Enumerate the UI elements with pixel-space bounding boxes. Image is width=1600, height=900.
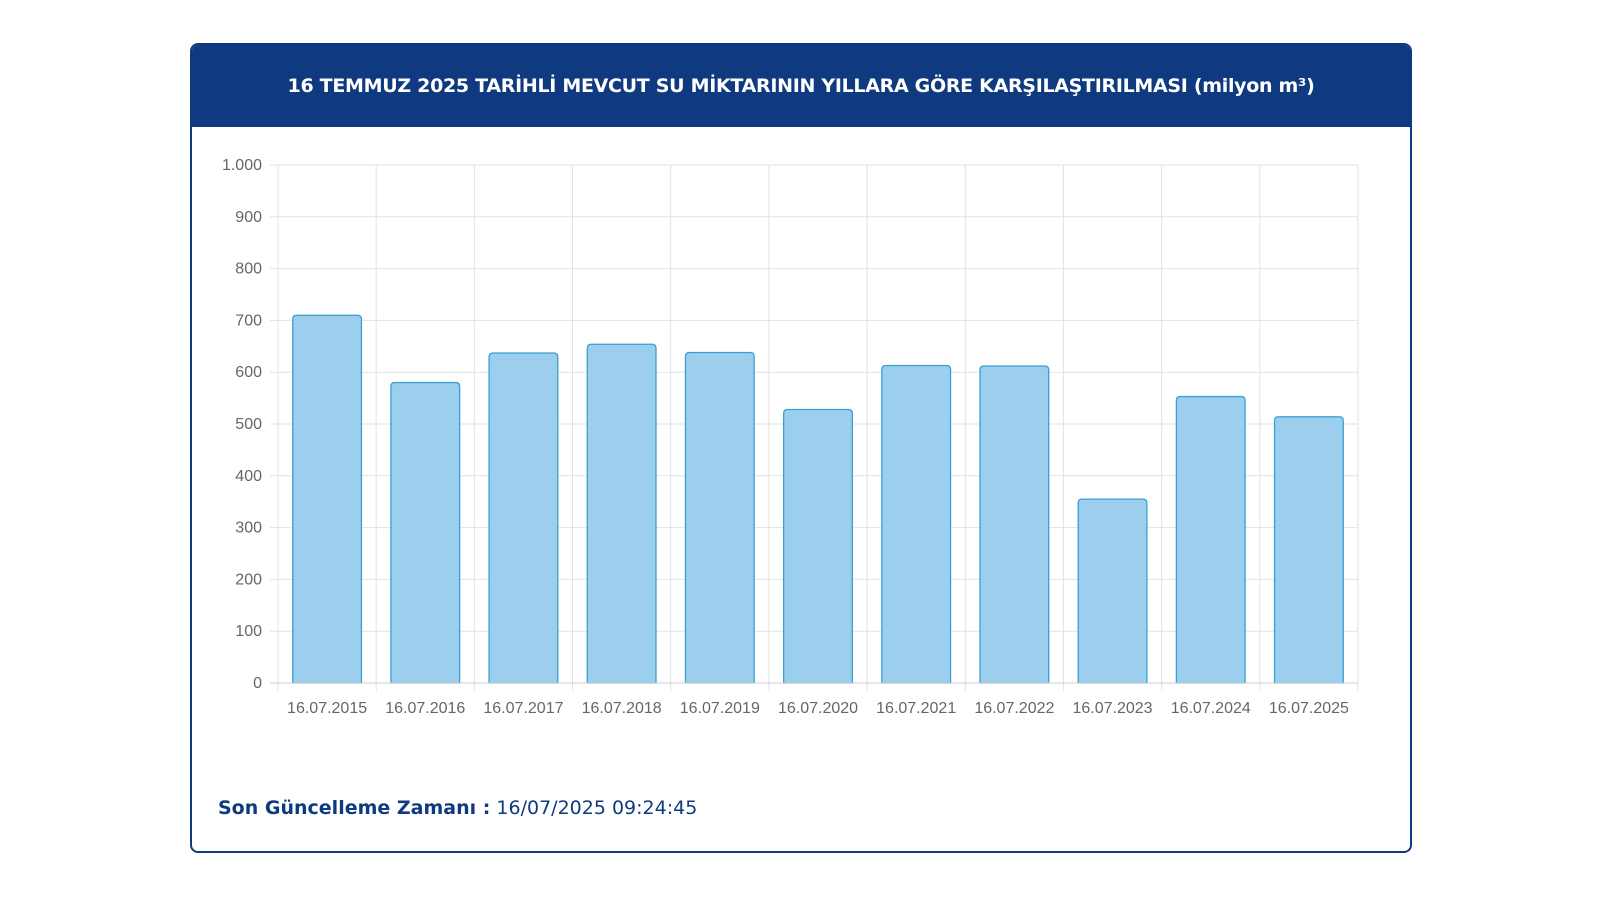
y-tick-label: 700 xyxy=(235,312,262,329)
y-tick-label: 800 xyxy=(235,261,262,278)
bar-16.07.2017 xyxy=(488,352,559,684)
y-tick-label: 300 xyxy=(235,520,262,537)
x-tick-label: 16.07.2024 xyxy=(1171,700,1251,717)
x-tick-label: 16.07.2015 xyxy=(287,700,367,717)
bar-16.07.2015 xyxy=(292,314,363,684)
x-tick-label: 16.07.2016 xyxy=(385,700,465,717)
y-tick-label: 1.000 xyxy=(222,157,262,174)
bar-16.07.2025 xyxy=(1273,416,1344,684)
x-tick-label: 16.07.2017 xyxy=(483,700,563,717)
y-tick-label: 900 xyxy=(235,209,262,226)
last-update-label: Son Güncelleme Zamanı : xyxy=(218,797,491,819)
x-tick-label: 16.07.2023 xyxy=(1073,700,1153,717)
chart-card: 16 TEMMUZ 2025 TARİHLİ MEVCUT SU MİKTARI… xyxy=(190,43,1412,853)
chart-area: 0 100 200 300 400 500 600 700 800 900 1.000 16.07.2… xyxy=(192,127,1410,767)
bar-16.07.2022 xyxy=(979,365,1050,684)
last-update: Son Güncelleme Zamanı : 16/07/2025 09:24… xyxy=(218,797,697,819)
x-tick-label: 16.07.2025 xyxy=(1269,700,1349,717)
chart-title: 16 TEMMUZ 2025 TARİHLİ MEVCUT SU MİKTARI… xyxy=(287,75,1315,97)
bar-16.07.2023 xyxy=(1077,498,1148,684)
axis-layer: 0 100 200 300 400 500 600 700 800 900 1.000 16.07.2… xyxy=(222,157,1358,717)
y-tick-label: 500 xyxy=(235,416,262,433)
y-tick-label: 200 xyxy=(235,571,262,588)
bar-16.07.2019 xyxy=(684,351,755,684)
y-tick-label: 0 xyxy=(253,675,262,692)
x-tick-label: 16.07.2022 xyxy=(974,700,1054,717)
bar-16.07.2020 xyxy=(782,408,854,684)
x-tick-label: 16.07.2021 xyxy=(876,700,956,717)
y-tick-label: 400 xyxy=(235,468,262,485)
bar-16.07.2018 xyxy=(586,343,657,684)
y-tick-label: 600 xyxy=(235,364,262,381)
x-tick-label: 16.07.2019 xyxy=(680,700,760,717)
bar-layer xyxy=(292,314,1344,684)
bar-16.07.2016 xyxy=(390,381,461,684)
last-update-value: 16/07/2025 09:24:45 xyxy=(496,797,698,819)
card-header: 16 TEMMUZ 2025 TARİHLİ MEVCUT SU MİKTARI… xyxy=(192,45,1410,127)
y-tick-label: 100 xyxy=(235,623,262,640)
x-tick-label: 16.07.2020 xyxy=(778,700,858,717)
x-tick-label: 16.07.2018 xyxy=(582,700,662,717)
bar-chart: 0 100 200 300 400 500 600 700 800 900 1.000 16.07.2… xyxy=(222,157,1359,717)
bar-16.07.2021 xyxy=(881,364,952,684)
bar-16.07.2024 xyxy=(1175,395,1246,684)
